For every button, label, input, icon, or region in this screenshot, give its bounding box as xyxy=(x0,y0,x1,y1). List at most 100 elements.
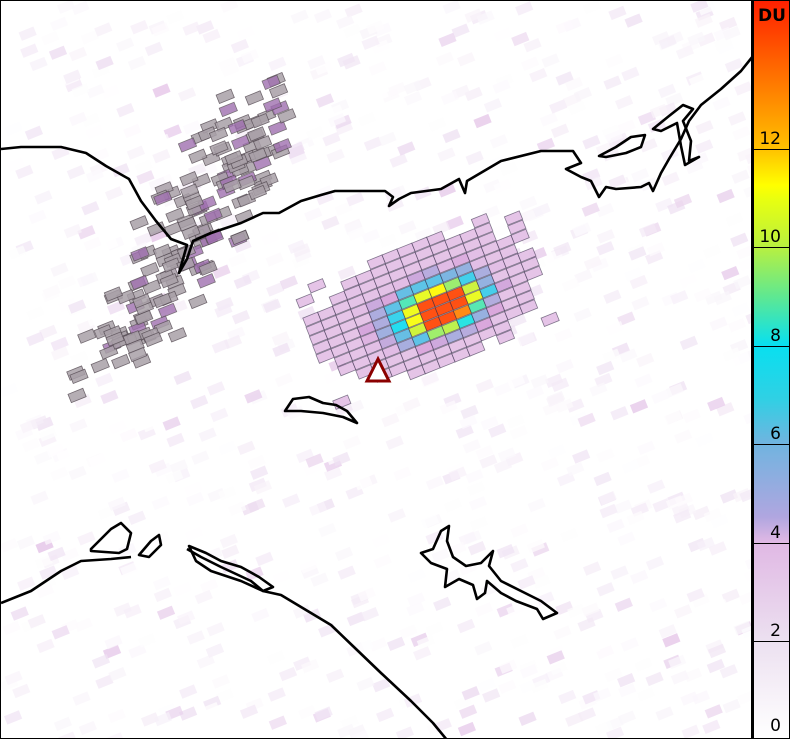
pixel xyxy=(18,26,37,41)
pixel xyxy=(214,116,234,133)
pixel xyxy=(366,20,385,35)
pixel xyxy=(457,52,476,67)
pixel xyxy=(617,673,636,688)
pixel xyxy=(674,604,693,619)
pixel xyxy=(63,223,82,239)
pixel xyxy=(493,27,512,42)
pixel xyxy=(279,275,298,290)
pixel xyxy=(129,215,149,231)
pixel xyxy=(161,257,181,273)
pixel xyxy=(144,4,163,19)
pixel xyxy=(346,192,365,207)
pixel xyxy=(519,195,538,211)
pixel xyxy=(350,729,370,739)
pixel xyxy=(734,81,753,96)
pixel xyxy=(107,496,126,512)
pixel xyxy=(250,113,270,129)
pixel xyxy=(138,388,158,404)
pixel xyxy=(221,62,240,77)
pixel xyxy=(445,215,464,230)
pixel xyxy=(346,611,365,627)
pixel xyxy=(565,712,584,727)
pixel xyxy=(655,706,674,721)
pixel xyxy=(702,719,721,734)
pixel xyxy=(347,724,367,739)
pixel xyxy=(461,685,480,701)
pixel xyxy=(581,602,600,617)
pixel xyxy=(111,353,131,370)
pixel xyxy=(696,536,716,552)
pixel xyxy=(731,302,750,317)
pixel xyxy=(61,565,80,581)
pixel xyxy=(281,493,301,508)
pixel xyxy=(473,113,492,129)
pixel xyxy=(582,0,601,15)
map-svg xyxy=(0,0,766,739)
pixel xyxy=(425,621,444,636)
pixel xyxy=(703,507,722,523)
pixel xyxy=(440,90,459,106)
pixel xyxy=(530,678,549,694)
pixel xyxy=(34,554,53,570)
pixel xyxy=(602,348,621,363)
pixel xyxy=(577,412,596,428)
north-coastline xyxy=(0,55,755,275)
pixel xyxy=(403,91,423,106)
pixel xyxy=(33,450,53,465)
pixel xyxy=(549,661,568,676)
pixel xyxy=(292,604,312,619)
pixel xyxy=(665,383,684,398)
pixel xyxy=(596,229,616,244)
pixel xyxy=(682,408,701,424)
pixel xyxy=(460,404,479,420)
pixel xyxy=(233,274,252,290)
pixel xyxy=(30,490,49,505)
pixel xyxy=(178,706,198,721)
pixel xyxy=(17,576,36,591)
pixel xyxy=(277,230,296,246)
pixel xyxy=(645,250,664,265)
pixel xyxy=(459,414,478,430)
colorbar-tick-label: 0 xyxy=(770,716,781,736)
pixel xyxy=(78,720,97,736)
pixel xyxy=(262,97,283,113)
pixel xyxy=(108,666,127,682)
pixel xyxy=(301,667,320,682)
pixel xyxy=(712,96,731,111)
pixel xyxy=(182,21,201,36)
pixel xyxy=(31,169,51,184)
pixel xyxy=(228,252,247,268)
pixel xyxy=(691,690,711,705)
pixel xyxy=(68,46,88,62)
pixel xyxy=(626,510,645,526)
pixel xyxy=(220,0,239,13)
colorbar-tick xyxy=(754,542,790,544)
pixel xyxy=(630,490,649,505)
pixel xyxy=(80,30,99,45)
pixel xyxy=(510,634,529,649)
pixel xyxy=(566,462,585,477)
pixel xyxy=(36,638,55,654)
pixel xyxy=(6,157,25,172)
pixel xyxy=(361,35,380,50)
pixel xyxy=(100,237,119,252)
pixel xyxy=(727,111,747,126)
pixel xyxy=(19,418,38,434)
pixel xyxy=(555,358,574,374)
pixel xyxy=(24,125,44,140)
pixel xyxy=(744,555,764,570)
pixel xyxy=(621,459,640,474)
pixel xyxy=(209,140,229,156)
pixel xyxy=(719,664,738,679)
pixel xyxy=(230,38,249,54)
pixel xyxy=(322,131,341,147)
pixel xyxy=(507,219,527,235)
colorbar-tick xyxy=(754,345,790,347)
pixel xyxy=(198,260,218,276)
pixel xyxy=(540,311,560,327)
pixel xyxy=(2,620,21,636)
pixel xyxy=(525,385,545,400)
pixel xyxy=(407,568,427,583)
pixel xyxy=(738,590,757,605)
pixel xyxy=(621,66,640,82)
